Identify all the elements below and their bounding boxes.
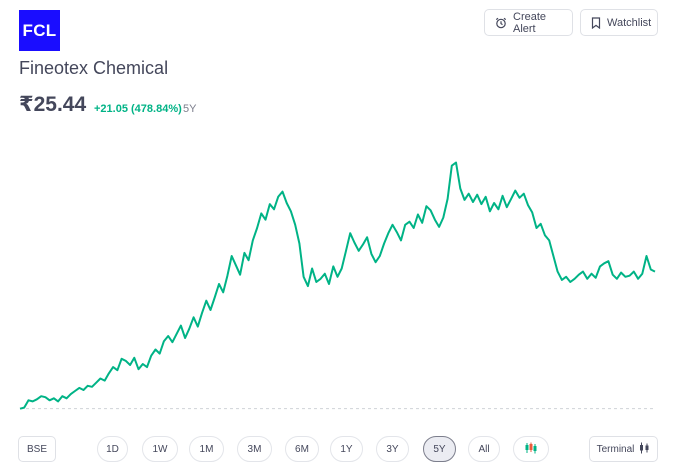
chart-type-button[interactable] (513, 436, 549, 462)
range-label: 3M (247, 443, 262, 455)
range-label: All (478, 443, 490, 455)
range-5y[interactable]: 5Y (423, 436, 456, 462)
create-alert-button[interactable]: Create Alert (484, 9, 573, 36)
range-1y[interactable]: 1Y (330, 436, 363, 462)
price-line (19, 161, 656, 410)
candlestick-icon (524, 442, 538, 457)
watchlist-button[interactable]: Watchlist (580, 9, 658, 36)
range-label: 1W (152, 443, 168, 455)
range-label: 5Y (433, 443, 446, 455)
range-all[interactable]: All (468, 436, 500, 462)
candlestick-icon (639, 442, 650, 457)
range-label: 1D (106, 443, 119, 455)
exchange-label: BSE (26, 443, 47, 455)
stock-price: ₹25.44 (19, 93, 87, 116)
alarm-clock-icon (495, 17, 507, 29)
stock-name: Fineotex Chemical (19, 58, 169, 78)
range-1m[interactable]: 1M (189, 436, 224, 462)
range-label: 6M (295, 443, 309, 455)
exchange-button[interactable]: BSE (18, 436, 56, 462)
price-change: +21.05 (478.84%) (94, 103, 182, 115)
range-3y[interactable]: 3Y (376, 436, 409, 462)
create-alert-label: Create Alert (513, 10, 547, 35)
company-logo: FCL (19, 10, 60, 51)
range-1d[interactable]: 1D (97, 436, 128, 462)
range-label: 1M (199, 443, 214, 455)
range-1w[interactable]: 1W (142, 436, 178, 462)
change-period: 5Y (183, 103, 197, 115)
bookmark-icon (591, 16, 601, 29)
range-3m[interactable]: 3M (237, 436, 272, 462)
terminal-button[interactable]: Terminal (589, 436, 658, 462)
watchlist-label: Watchlist (607, 16, 652, 29)
price-chart[interactable] (0, 140, 673, 426)
range-label: 1Y (340, 443, 353, 455)
terminal-label: Terminal (596, 443, 635, 455)
range-6m[interactable]: 6M (285, 436, 319, 462)
range-label: 3Y (386, 443, 399, 455)
